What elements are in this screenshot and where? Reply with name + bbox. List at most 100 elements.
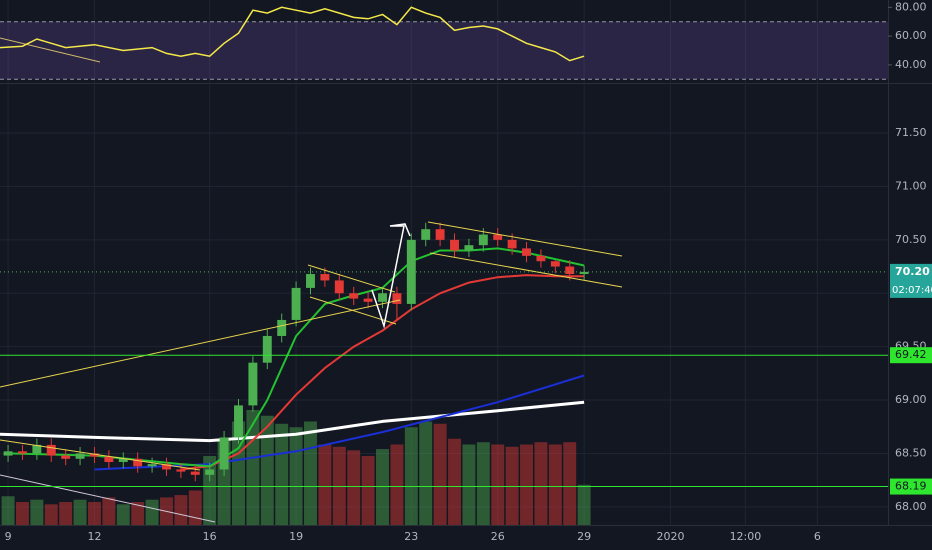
- volume-bar: [548, 444, 562, 525]
- candle-body: [349, 293, 359, 299]
- candle-body: [277, 319, 287, 336]
- volume-bar: [30, 499, 44, 525]
- volume-bar: [390, 444, 404, 525]
- volume-bar: [462, 444, 476, 525]
- volume-bar: [347, 450, 361, 525]
- candle-body: [550, 261, 560, 267]
- drawings: [0, 37, 623, 523]
- candle-body: [248, 362, 258, 406]
- candle-body: [162, 464, 171, 470]
- candle-body: [406, 239, 416, 304]
- volume-bar: [318, 444, 332, 525]
- volume-bar: [73, 499, 87, 525]
- volume-bar: [275, 423, 289, 525]
- candle-body: [46, 444, 56, 456]
- volume-bar: [145, 499, 159, 525]
- candle-body: [565, 266, 575, 275]
- channel-line: [429, 252, 623, 288]
- channel-line: [427, 221, 623, 257]
- candle-body: [421, 229, 431, 240]
- volume-bar: [361, 456, 375, 525]
- volume-bar: [404, 427, 418, 525]
- moving-average: [0, 400, 585, 443]
- trend-line: [0, 439, 201, 471]
- level-label-bg: [890, 478, 932, 495]
- last-price-bg: [890, 263, 932, 298]
- candle-body: [75, 453, 85, 459]
- x-tick-label: 23: [404, 530, 418, 543]
- candle-body: [392, 293, 402, 304]
- x-tick-label: 19: [289, 530, 303, 543]
- y-tick-label: 68.00: [895, 500, 927, 513]
- trend-line: [0, 37, 101, 63]
- candle-body: [522, 248, 531, 256]
- volume-bar: [505, 446, 519, 525]
- volume-bar: [16, 502, 29, 525]
- candle-body: [320, 274, 330, 281]
- moving-average: [180, 274, 585, 471]
- candle-body: [118, 458, 128, 462]
- volume-bar: [491, 444, 505, 525]
- x-tick-label: 16: [203, 530, 217, 543]
- volume-bar: [260, 415, 274, 525]
- volume-bar: [419, 421, 433, 525]
- volume-bar: [577, 484, 591, 525]
- y-tick-label: 71.50: [895, 126, 927, 139]
- level-label: 69.42: [895, 348, 927, 361]
- volume-bar: [1, 496, 15, 525]
- candle-body: [3, 451, 13, 456]
- volume-bar: [304, 421, 317, 525]
- candle-body: [234, 405, 243, 438]
- y-tick-label: 70.50: [895, 233, 927, 246]
- x-tick-label: 29: [577, 530, 591, 543]
- candle-body: [464, 245, 474, 251]
- candle-body: [104, 456, 114, 462]
- y-tick-label: 60.00: [895, 29, 927, 42]
- trend-line: [0, 299, 401, 388]
- candle-body: [493, 234, 503, 240]
- volume-bar: [116, 504, 130, 525]
- rsi-line: [0, 6, 585, 62]
- x-tick-label: 26: [491, 530, 505, 543]
- volume-bar: [174, 495, 188, 525]
- candle-body: [219, 437, 229, 470]
- volume-bar: [289, 427, 303, 525]
- candle-body: [378, 293, 387, 302]
- candle-body: [18, 451, 27, 454]
- x-tick-label: 12:00: [730, 530, 762, 543]
- candle-body: [90, 453, 99, 457]
- volume-bar: [448, 438, 461, 525]
- rsi-band: [0, 21, 888, 80]
- volume-bar: [102, 497, 116, 525]
- price-pane: [0, 0, 888, 525]
- volume-bar: [188, 490, 202, 525]
- arrow: [371, 223, 411, 329]
- level-label: 68.19: [895, 480, 927, 493]
- candle-body: [61, 455, 71, 459]
- trend-line: [0, 474, 216, 523]
- volume-bar: [44, 504, 58, 525]
- x-tick-label: 2020: [657, 530, 685, 543]
- y-tick-label: 69.00: [895, 393, 927, 406]
- candle-body: [507, 239, 517, 249]
- volume-bar: [131, 502, 145, 525]
- candle-body: [262, 335, 272, 363]
- candle-body: [450, 239, 459, 251]
- countdown: 02:07:40: [892, 285, 932, 296]
- candle-body: [334, 280, 344, 294]
- last-price-label: 70.20: [895, 265, 930, 278]
- volume-bar: [332, 446, 346, 525]
- volume-bar: [534, 442, 548, 525]
- volume-bar: [232, 421, 245, 525]
- candle-body: [306, 274, 315, 288]
- x-tick-label: 9: [5, 530, 12, 543]
- x-tick-label: 6: [814, 530, 821, 543]
- candle-body: [363, 298, 373, 302]
- candle-body: [478, 234, 488, 246]
- candle-body: [435, 229, 445, 240]
- volume-bar: [433, 423, 447, 525]
- y-tick-label: 71.00: [895, 179, 927, 192]
- channel-line: [307, 264, 396, 293]
